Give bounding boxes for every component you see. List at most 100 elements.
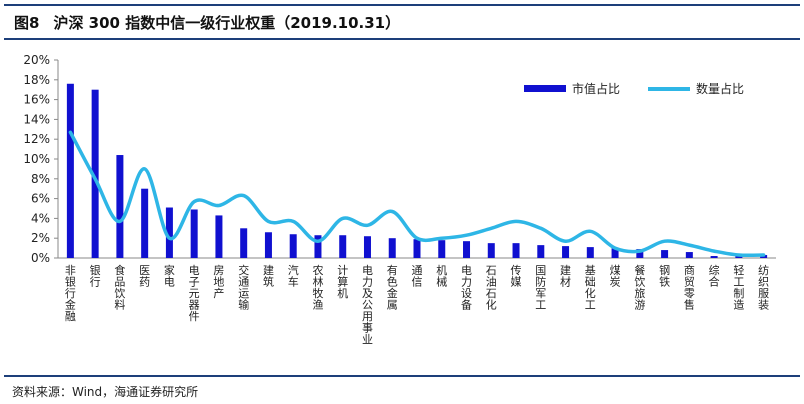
x-tick-label: 电力设备 (461, 264, 472, 312)
y-tick-label: 4% (31, 211, 50, 225)
line-point (168, 237, 171, 239)
line-point (564, 240, 567, 242)
line-point (94, 178, 96, 180)
line-point (292, 220, 295, 223)
bar (512, 243, 520, 258)
line-point (317, 240, 319, 242)
x-tick-label: 通信 (412, 264, 423, 289)
x-tick-label: 机械 (436, 263, 447, 289)
line-point (416, 237, 418, 239)
y-tick-label: 20% (23, 53, 50, 67)
legend: 市值占比 数量占比 (524, 81, 744, 96)
bar (363, 236, 371, 258)
line-point (69, 131, 72, 134)
y-tick-label: 10% (23, 152, 50, 166)
bar (314, 235, 322, 258)
y-tick-label: 0% (31, 251, 50, 265)
figure-label: 图8 (14, 14, 40, 32)
bar (438, 240, 446, 258)
line-point (267, 220, 270, 223)
x-tick-label: 钢铁 (659, 264, 670, 289)
line-point (490, 227, 493, 230)
line-point (143, 168, 146, 170)
x-tick-label: 医药 (139, 264, 150, 289)
bar (586, 247, 594, 258)
bar (413, 239, 421, 258)
x-tick-label: 交通运输 (238, 263, 249, 312)
x-tick-label: 电子元器件 (189, 264, 200, 323)
line-point (539, 227, 542, 230)
legend-label-line: 数量占比 (696, 81, 744, 96)
x-tick-label: 计算机 (337, 264, 348, 300)
y-tick-label: 12% (23, 132, 50, 146)
x-tick-label: 农林牧渔 (312, 263, 323, 312)
bar (91, 89, 99, 258)
line-point (762, 254, 765, 256)
top-rule (4, 4, 800, 6)
x-tick-label: 建材 (560, 263, 571, 289)
bar (66, 83, 74, 258)
x-tick-label: 石油石化 (486, 264, 497, 312)
y-tick-label: 14% (23, 112, 50, 126)
bar (562, 246, 570, 258)
line-point (366, 224, 369, 227)
bottom-rule (4, 375, 800, 377)
bar (463, 241, 471, 258)
x-tick-label: 银行 (90, 263, 101, 289)
x-tick-label: 房地产 (213, 264, 224, 300)
bar (141, 188, 149, 258)
y-tick-label: 2% (31, 231, 50, 245)
line-point (639, 250, 641, 252)
bar (289, 234, 297, 258)
line-point (391, 210, 394, 213)
bar (240, 228, 248, 258)
legend-label-bar: 市值占比 (572, 81, 620, 96)
line-point (688, 244, 691, 246)
bar (487, 243, 495, 258)
bar (264, 232, 272, 258)
line-point (515, 220, 517, 223)
bar (190, 209, 198, 258)
x-tick-label: 基础化工 (585, 264, 596, 312)
bar (636, 249, 644, 258)
line-point (614, 247, 616, 249)
y-tick-label: 8% (31, 172, 50, 186)
bar-series (66, 83, 768, 258)
y-tick-label: 18% (23, 73, 50, 87)
line-series (68, 130, 766, 258)
y-tick-label: 6% (31, 192, 50, 206)
x-tick-label: 餐饮旅游 (634, 263, 645, 312)
bar (116, 155, 124, 258)
x-tick-label: 商贸零售 (684, 263, 695, 312)
bar (537, 245, 545, 258)
line-point (663, 240, 666, 242)
x-tick-label: 国防军工 (535, 264, 546, 312)
bar (215, 215, 223, 258)
line-point (589, 230, 592, 233)
bar (339, 235, 347, 258)
x-tick-label: 轻工制造 (733, 263, 744, 312)
figure-title: 图8 沪深 300 指数中信一级行业权重（2019.10.31） (14, 12, 414, 33)
chart: 0% 2% 4% 6% 8% 10% 12% 14% 16% 18% 20% 非银行金融 银行 食品饮料… (23, 53, 776, 346)
line-point (738, 254, 740, 256)
line-point (242, 194, 245, 197)
bar (685, 252, 693, 258)
x-tick-label: 煤炭 (610, 264, 621, 289)
legend-swatch-bar (524, 85, 566, 92)
line-point (713, 250, 715, 252)
line-point (193, 200, 195, 203)
x-tick-label: 家电 (164, 263, 175, 289)
line-point (341, 217, 344, 220)
y-axis: 0% 2% 4% 6% 8% 10% 12% 14% 16% 18% 20% (23, 53, 776, 265)
x-tick-label: 有色金属 (387, 263, 398, 312)
source-note: 资料来源：Wind，海通证券研究所 (12, 385, 199, 399)
figure-title-text: 沪深 300 指数中信一级行业权重（2019.10.31） (53, 14, 401, 32)
x-tick-label: 纺织服装 (758, 263, 769, 312)
bar (388, 238, 396, 258)
x-tick-label: 食品饮料 (114, 263, 125, 312)
y-tick-label: 16% (23, 93, 50, 107)
x-tick-label: 传媒 (511, 264, 522, 289)
x-tick-label: 综合 (709, 263, 720, 289)
x-tick-label: 电力及公用事业 (362, 264, 373, 346)
